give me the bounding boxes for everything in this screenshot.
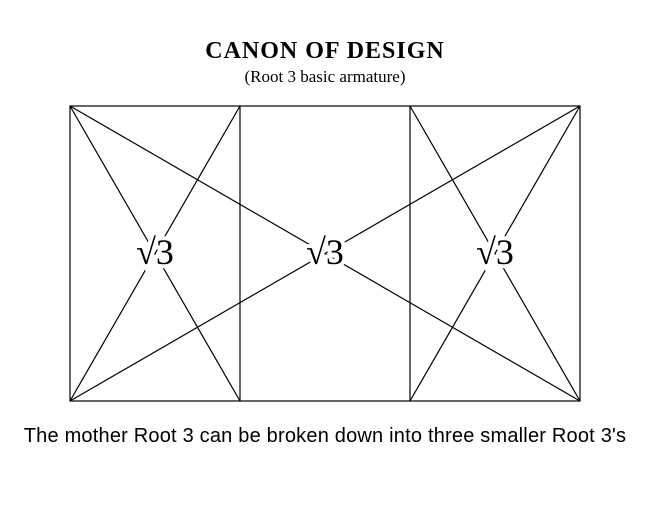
root3-armature-diagram: √3√3√3√3√3√3 xyxy=(69,105,581,402)
diagram-caption: The mother Root 3 can be broken down int… xyxy=(24,425,627,448)
cell-label: √3 xyxy=(306,232,344,272)
cell-label: √3 xyxy=(476,232,514,272)
page-title: CANON OF DESIGN xyxy=(205,38,444,65)
cell-label: √3 xyxy=(136,232,174,272)
diagram-container: √3√3√3√3√3√3 xyxy=(69,105,581,407)
page-subtitle: (Root 3 basic armature) xyxy=(245,67,406,87)
